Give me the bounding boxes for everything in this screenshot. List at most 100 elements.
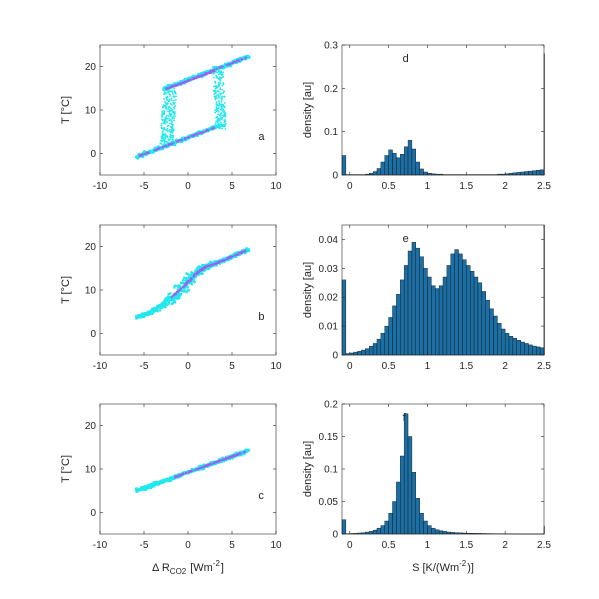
scatter-point: [217, 104, 220, 107]
scatter-core-point: [196, 270, 199, 274]
scatter-core-point: [175, 475, 178, 478]
histogram-bar: [431, 285, 436, 356]
scatter-point: [213, 85, 215, 88]
scatter-point: [218, 117, 220, 120]
scatter-point: [182, 276, 186, 280]
scatter-point: [217, 83, 220, 86]
histogram-bar: [392, 305, 397, 356]
y-tick-label: 10: [85, 465, 97, 476]
scatter-point: [162, 104, 165, 106]
y-axis-label: T [°C]: [60, 276, 72, 304]
x-axis-label: Δ RCO2 [Wm-2 ]: [152, 559, 224, 576]
y-axis-label: density [au]: [302, 82, 314, 138]
scatter-point: [166, 103, 168, 106]
scatter-point: [222, 124, 225, 127]
scatter-point: [217, 100, 220, 102]
histogram-bar: [384, 520, 389, 535]
scatter-point: [160, 124, 163, 127]
scatter-core-point: [238, 251, 241, 255]
histogram-bar: [458, 253, 463, 356]
scatter-point: [167, 300, 171, 304]
scatter-point: [171, 123, 174, 126]
scatter-point: [217, 113, 220, 116]
scatter-point: [173, 112, 176, 115]
scatter-point: [214, 89, 217, 92]
histogram-bar: [454, 249, 459, 356]
scatter-core-point: [210, 127, 213, 130]
scatter-point: [183, 289, 186, 292]
scatter-point: [216, 86, 219, 89]
scatter-point: [216, 94, 219, 96]
scatter-point: [214, 111, 217, 114]
scatter-point: [166, 130, 169, 133]
scatter-point: [158, 309, 162, 312]
scatter-point: [219, 123, 222, 126]
y-tick-label: 0.15: [319, 432, 339, 443]
scatter-point: [161, 119, 164, 122]
scatter-core-point: [209, 70, 212, 73]
histogram-bar: [512, 172, 518, 176]
histogram-bar: [341, 519, 347, 535]
histogram-bar: [396, 481, 401, 535]
x-tick-label: 1: [425, 540, 431, 551]
scatter-point: [174, 92, 177, 95]
scatter-point: [163, 134, 166, 137]
histogram-bar: [520, 341, 525, 356]
scatter-point: [172, 134, 175, 137]
scatter-point: [173, 286, 176, 289]
scatter-core-point: [155, 148, 159, 151]
scatter-point: [159, 305, 163, 309]
x-tick-label: 1.5: [459, 361, 473, 372]
x-tick-label: 0.5: [382, 540, 396, 551]
scatter-core-point: [222, 458, 225, 461]
scatter-point: [172, 99, 175, 102]
scatter-core-point: [196, 132, 200, 135]
histogram-bar: [493, 315, 498, 356]
scatter-core-point: [184, 137, 187, 140]
scatter-point: [164, 101, 167, 104]
scatter-point: [165, 121, 168, 123]
scatter-core-point: [218, 261, 221, 264]
histogram-bar: [524, 171, 529, 176]
scatter-point: [161, 138, 163, 140]
y-tick-label: 0.3: [324, 41, 338, 52]
panel-f: 0 0.5 1 1.5 2 2.5 0 0.05 0.1 0.15 0.2 density [au] S…: [302, 400, 551, 575]
scatter-point: [154, 309, 158, 312]
y-tick-label: 20: [85, 421, 97, 432]
x-tick-label: 10: [270, 181, 282, 192]
panel-label-b: b: [258, 311, 264, 323]
histogram-bar: [380, 525, 385, 535]
scatter-core-point: [204, 130, 207, 133]
scatter-point: [215, 107, 218, 110]
histogram-bar: [392, 153, 397, 176]
scatter-point: [217, 107, 220, 109]
scatter-point: [214, 122, 217, 125]
scatter-core-point: [167, 143, 171, 146]
scatter-point: [173, 87, 176, 90]
histogram-bar: [539, 347, 545, 356]
scatter-point: [165, 140, 167, 143]
scatter-point: [172, 119, 175, 122]
scatter-point: [171, 131, 174, 134]
scatter-core-point: [187, 136, 190, 139]
x-tick-label: 0: [347, 361, 353, 372]
scatter-point: [177, 296, 181, 300]
scatter-point: [173, 91, 176, 94]
scatter-point: [224, 128, 227, 130]
scatter-point: [168, 95, 171, 97]
scatter-point: [168, 128, 171, 131]
scatter-point: [216, 109, 219, 112]
scatter-point: [220, 92, 222, 95]
scatter-core-point: [208, 463, 211, 467]
scatter-point: [163, 100, 166, 103]
scatter-point: [168, 119, 171, 122]
scatter-c: [134, 448, 251, 493]
histogram-bar: [512, 338, 518, 356]
scatter-core-point: [176, 83, 180, 86]
panel-label-a: a: [258, 131, 265, 143]
x-tick-label: 1: [425, 181, 431, 192]
histogram-bar: [431, 527, 436, 535]
scatter-core-point: [244, 57, 247, 60]
scatter-point: [165, 92, 167, 95]
scatter-point: [169, 298, 173, 302]
